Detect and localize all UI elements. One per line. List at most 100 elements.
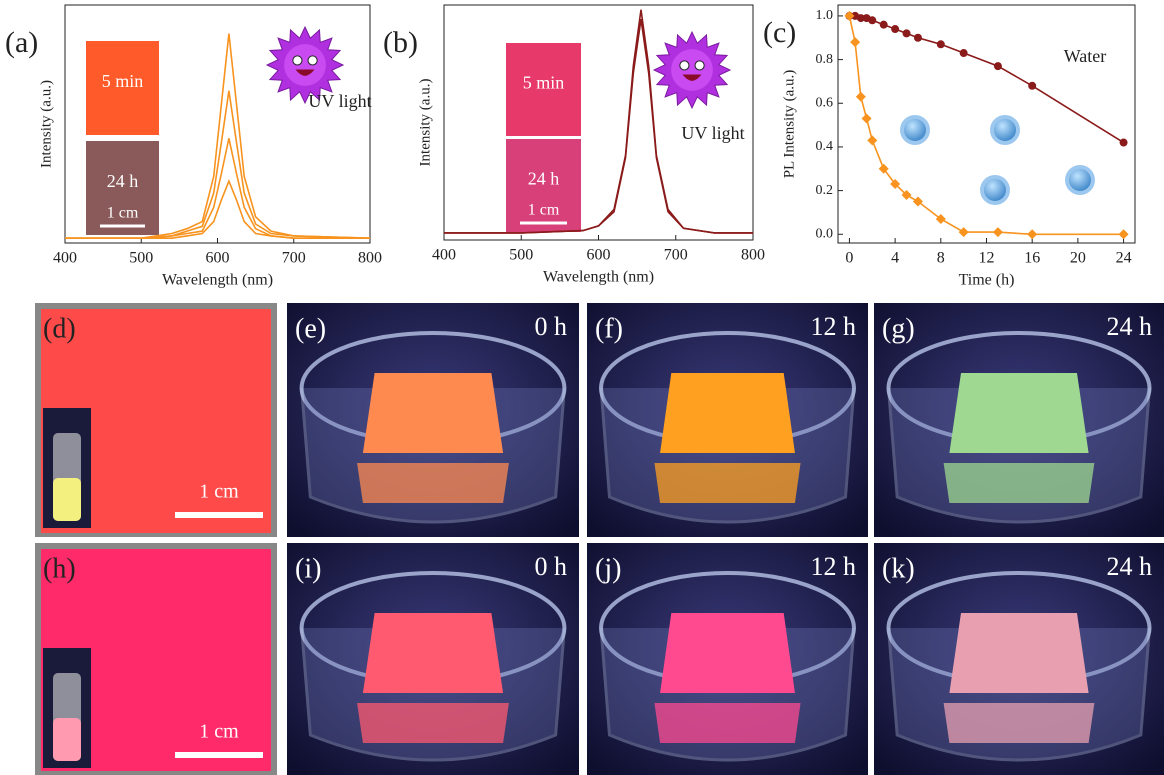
y-axis-title: Intensity (a.u.) <box>38 80 54 168</box>
data-point <box>1119 229 1129 239</box>
inset-label: 24 h <box>107 171 139 191</box>
y-tick-label: 0.4 <box>816 139 834 154</box>
time-label: 0 h <box>535 552 568 581</box>
vial-liquid <box>53 478 81 521</box>
film-reflection <box>944 463 1095 503</box>
data-point <box>891 25 899 33</box>
x-tick-label: 24 <box>1116 250 1132 267</box>
x-tick-label: 16 <box>1024 250 1040 267</box>
film-sheet <box>949 373 1088 453</box>
water-drop <box>902 117 928 143</box>
y-tick-label: 0.2 <box>816 183 834 198</box>
x-tick-label: 500 <box>509 247 533 264</box>
water-drop <box>992 117 1018 143</box>
panel-label: (c) <box>763 16 796 49</box>
scale-bar-label: 1 cm <box>528 202 560 219</box>
panel-label: (a) <box>5 26 38 59</box>
data-point <box>937 40 945 48</box>
x-tick-label: 500 <box>129 250 153 267</box>
y-axis-title: PL Intensity (a.u.) <box>781 70 797 179</box>
data-point <box>1028 82 1036 90</box>
panel-label: (h) <box>43 553 76 584</box>
water-drop <box>1067 167 1093 193</box>
film-sheet <box>363 373 503 453</box>
data-point <box>959 227 969 237</box>
data-point <box>880 21 888 29</box>
x-tick-label: 700 <box>664 247 688 264</box>
x-tick-label: 4 <box>891 250 899 267</box>
data-point <box>993 227 1003 237</box>
data-point <box>994 62 1002 70</box>
film-sheet <box>660 613 795 693</box>
x-tick-label: 700 <box>282 250 306 267</box>
time-label: 0 h <box>535 312 568 341</box>
film-reflection <box>357 463 509 503</box>
sun-eye <box>308 56 317 65</box>
time-label: 24 h <box>1107 552 1153 581</box>
time-label: 12 h <box>811 312 857 341</box>
data-point <box>850 37 860 47</box>
x-axis-title: Time (h) <box>959 272 1015 289</box>
y-tick-label: 0.0 <box>816 226 834 241</box>
x-tick-label: 12 <box>979 250 995 267</box>
x-tick-label: 0 <box>845 250 853 267</box>
sun-face <box>284 44 326 86</box>
panel-label: (e) <box>295 313 326 344</box>
x-axis-title: Wavelength (nm) <box>162 272 273 289</box>
film-sheet <box>660 373 795 453</box>
annotation: Water <box>1064 46 1107 66</box>
data-point <box>844 11 854 21</box>
annotation: UV light <box>308 91 371 111</box>
y-axis-title: Intensity (a.u.) <box>417 79 433 167</box>
x-tick-label: 400 <box>432 247 456 264</box>
film-reflection <box>357 703 509 743</box>
x-tick-label: 600 <box>206 250 230 267</box>
y-tick-label: 0.6 <box>816 95 834 110</box>
sun-eye <box>680 61 689 70</box>
panel-label: (g) <box>882 313 915 344</box>
plot-frame <box>838 5 1135 243</box>
data-point <box>960 49 968 57</box>
figure: 400 500 600 700 800 Wavelength (nm) Intensity … <box>0 0 1164 775</box>
x-tick-label: 8 <box>937 250 945 267</box>
x-tick-label: 800 <box>358 250 382 267</box>
panel-label: (k) <box>882 553 915 584</box>
x-axis-title: Wavelength (nm) <box>543 269 654 286</box>
film-sheet <box>363 613 503 693</box>
film-reflection <box>654 703 800 743</box>
panel-label: (i) <box>295 553 321 584</box>
x-tick-label: 800 <box>741 247 765 264</box>
scale-bar-label: 1 cm <box>107 205 139 222</box>
inset-label: 5 min <box>523 73 565 93</box>
sun-face <box>671 49 713 91</box>
data-point <box>914 34 922 42</box>
y-tick-label: 0.8 <box>816 52 834 67</box>
data-point <box>1027 229 1037 239</box>
y-tick-label: 1.0 <box>816 8 834 23</box>
sun-eye <box>695 61 704 70</box>
data-point <box>862 114 872 124</box>
data-point <box>856 92 866 102</box>
sun-eye <box>293 56 302 65</box>
x-tick-label: 400 <box>53 250 77 267</box>
x-tick-label: 20 <box>1070 250 1086 267</box>
series-line <box>849 16 1123 143</box>
data-point <box>903 29 911 37</box>
panel-label: (f) <box>595 313 623 344</box>
annotation: UV light <box>681 123 744 143</box>
x-tick-label: 600 <box>587 247 611 264</box>
film-reflection <box>944 703 1095 743</box>
scale-bar-label: 1 cm <box>199 481 239 503</box>
film-reflection <box>654 463 800 503</box>
time-label: 24 h <box>1107 312 1153 341</box>
water-drop <box>982 177 1008 203</box>
inset-label: 24 h <box>528 169 560 189</box>
time-label: 12 h <box>811 552 857 581</box>
data-point <box>1120 139 1128 147</box>
data-point <box>868 16 876 24</box>
panel-label: (j) <box>595 553 621 584</box>
scale-bar-label: 1 cm <box>199 721 239 743</box>
vial-liquid <box>53 718 81 761</box>
panel-label: (d) <box>43 313 76 344</box>
data-point <box>867 135 877 145</box>
